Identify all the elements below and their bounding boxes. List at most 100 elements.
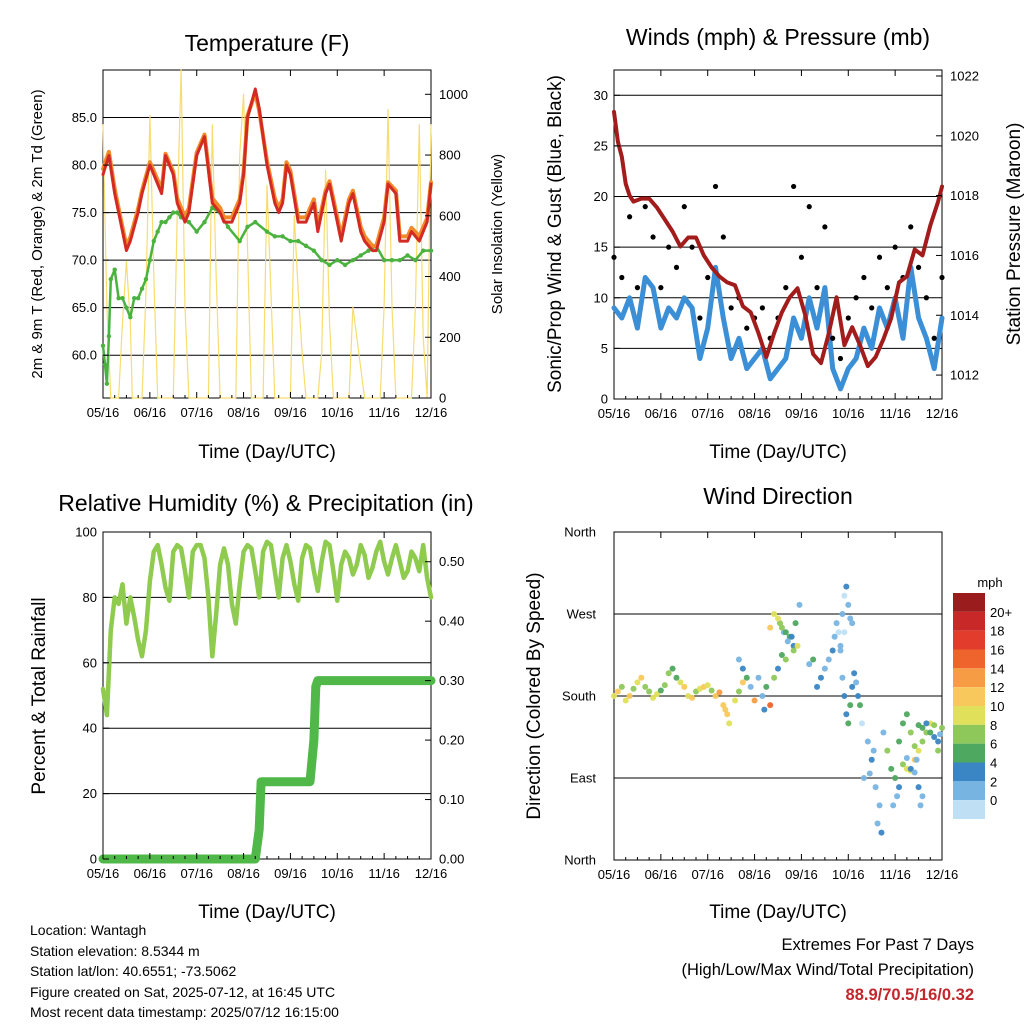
wind-direction-point bbox=[775, 665, 781, 672]
wind-direction-point bbox=[673, 674, 680, 681]
wind-direction-point bbox=[829, 647, 836, 654]
dewpoint-2m-point bbox=[428, 248, 434, 253]
wind-direction-point bbox=[732, 697, 739, 704]
dewpoint-2m-point bbox=[381, 257, 387, 263]
wind-direction-point bbox=[899, 761, 906, 768]
x-tick-label: 11/16 bbox=[368, 866, 400, 881]
y2-tick-label: 1014 bbox=[950, 308, 979, 323]
y2-tick-label: 1012 bbox=[950, 368, 979, 383]
x-tick-label: 12/16 bbox=[415, 405, 448, 420]
wind-direction-point bbox=[825, 656, 832, 663]
wind-direction-point bbox=[857, 702, 863, 709]
wind-direction-point bbox=[767, 702, 774, 709]
dewpoint-2m-point bbox=[319, 257, 324, 263]
wind-direction-point bbox=[839, 674, 846, 681]
wind-direction-point bbox=[907, 729, 914, 736]
direction-tick-label: North bbox=[564, 525, 596, 540]
x-tick-label: 07/16 bbox=[691, 867, 724, 882]
winds-title: Winds (mph) & Pressure (mb) bbox=[626, 24, 930, 50]
dewpoint-2m-point bbox=[389, 257, 395, 263]
y2-tick-label: 400 bbox=[439, 269, 461, 284]
wind-direction-point bbox=[630, 685, 637, 692]
colorbar-label: 12 bbox=[990, 680, 1004, 695]
direction-tick-label: West bbox=[567, 607, 597, 622]
colorbar-label: 0 bbox=[990, 793, 997, 808]
x-tick-label: 08/16 bbox=[227, 405, 260, 420]
wind-direction-point bbox=[876, 802, 883, 809]
wind-direction-point bbox=[724, 711, 731, 718]
wind-direction-point bbox=[646, 688, 653, 695]
wind-direction-point bbox=[935, 747, 942, 754]
wind-direction-point bbox=[653, 691, 660, 698]
x-tick-label: 05/16 bbox=[598, 406, 631, 421]
y-tick-label: 70.0 bbox=[72, 253, 97, 268]
winds-xlabel: Time (Day/UTC) bbox=[709, 442, 847, 463]
wind-gust-point bbox=[845, 315, 851, 321]
x-tick-label: 10/16 bbox=[832, 406, 865, 421]
dewpoint-2m-point bbox=[405, 253, 410, 258]
wind-direction-point bbox=[937, 731, 944, 738]
humidity-panel: Relative Humidity (%) & Precipitation (i… bbox=[29, 490, 474, 923]
colorbar-label: 6 bbox=[990, 737, 997, 752]
wind-direction-point bbox=[837, 647, 844, 654]
wind-direction-point bbox=[923, 720, 930, 727]
wind-direction-point bbox=[817, 674, 824, 681]
wind-direction-point bbox=[839, 611, 846, 617]
elevation-text: Station elevation: 8.5344 m bbox=[30, 942, 200, 959]
wind-direction-point bbox=[634, 679, 641, 686]
x-tick-label: 10/16 bbox=[321, 405, 354, 420]
wind-direction-xlabel: Time (Day/UTC) bbox=[709, 902, 847, 923]
wind-direction-point bbox=[814, 683, 821, 690]
x-tick-label: 06/16 bbox=[134, 405, 167, 420]
wind-gust-point bbox=[650, 234, 656, 240]
wind-gust-point bbox=[681, 204, 687, 210]
wind-direction-point bbox=[763, 683, 770, 690]
x-tick-label: 12/16 bbox=[926, 867, 959, 882]
dewpoint-2m-point bbox=[100, 343, 106, 348]
dewpoint-2m-point bbox=[167, 215, 172, 220]
wind-direction-point bbox=[907, 765, 914, 772]
wind-gust-point bbox=[619, 274, 625, 281]
colorbar-label: 4 bbox=[990, 756, 997, 771]
wind-direction-point bbox=[903, 754, 910, 761]
x-tick-label: 10/16 bbox=[321, 866, 354, 881]
colorbar-swatch bbox=[953, 630, 985, 650]
colorbar-swatch bbox=[953, 649, 985, 669]
pressure-y2label: Station Pressure (Maroon) bbox=[1004, 123, 1024, 346]
colorbar-label: 20+ bbox=[990, 605, 1012, 620]
wind-direction-point bbox=[890, 802, 897, 809]
dewpoint-2m-point bbox=[413, 257, 418, 263]
wind-gust-point bbox=[728, 305, 734, 311]
dewpoint-2m-point bbox=[139, 286, 145, 291]
wind-direction-point bbox=[884, 747, 891, 754]
y-tick-label: 10 bbox=[594, 290, 608, 305]
wind-direction-point bbox=[716, 689, 723, 696]
wind-direction-point bbox=[759, 693, 766, 699]
wind-direction-point bbox=[837, 642, 844, 649]
x-tick-label: 11/16 bbox=[368, 405, 400, 420]
wind-gust-point bbox=[939, 274, 945, 281]
dewpoint-2m-point bbox=[151, 238, 156, 244]
dewpoint-2m-point bbox=[132, 295, 137, 301]
wind-direction-point bbox=[677, 679, 684, 686]
x-tick-label: 07/16 bbox=[180, 405, 213, 420]
wind-direction-point bbox=[747, 683, 754, 690]
wind-direction-point bbox=[743, 674, 750, 681]
wind-direction-point bbox=[720, 702, 727, 709]
wind-gust-point bbox=[759, 305, 765, 311]
wind-direction-point bbox=[689, 694, 696, 701]
y2-tick-label: 600 bbox=[439, 208, 461, 223]
wind-direction-point bbox=[739, 679, 746, 686]
wind-direction-point bbox=[704, 682, 711, 689]
wind-direction-point bbox=[935, 738, 942, 745]
station-pressure-line bbox=[612, 109, 944, 369]
colorbar-swatch bbox=[953, 762, 985, 782]
wind-direction-point bbox=[872, 784, 879, 791]
dewpoint-2m-point bbox=[420, 248, 426, 253]
y-tick-label: 85.0 bbox=[72, 110, 97, 125]
wind-direction-point bbox=[888, 765, 895, 772]
wind-direction-point bbox=[878, 829, 885, 836]
wind-direction-point bbox=[833, 620, 840, 627]
wind-direction-point bbox=[841, 629, 848, 636]
